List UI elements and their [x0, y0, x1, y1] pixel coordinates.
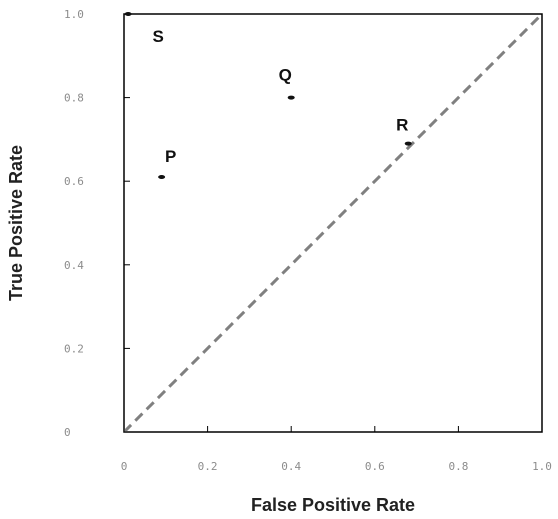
y-tick-label: 0.8 — [64, 92, 84, 105]
point-label-q: Q — [279, 66, 292, 85]
x-tick-label: 0.6 — [365, 460, 385, 473]
plot-frame — [123, 13, 543, 433]
point-label-p: P — [165, 147, 176, 166]
y-tick-label: 1.0 — [64, 8, 84, 21]
x-tick-label: 0.4 — [281, 460, 301, 473]
point-label-s: S — [153, 27, 164, 46]
y-tick-label: 0.2 — [64, 342, 84, 355]
x-axis-ticks: 0 0.2 0.4 0.6 0.8 1.0 — [121, 426, 552, 473]
point-label-r: R — [396, 116, 408, 135]
diagonal-reference-line — [122, 12, 544, 434]
y-axis-ticks: 0 0.2 0.4 0.6 0.8 1.0 — [64, 8, 130, 439]
y-axis-title: True Positive Rate — [6, 145, 26, 301]
data-point-p — [158, 175, 166, 180]
data-point-q — [287, 95, 295, 100]
y-tick-label: 0 — [64, 426, 71, 439]
y-tick-label: 0.4 — [64, 259, 84, 272]
x-tick-label: 0.8 — [448, 460, 468, 473]
x-axis-title: False Positive Rate — [251, 495, 415, 515]
y-tick-label: 0.6 — [64, 175, 84, 188]
data-points: P Q R S — [124, 12, 412, 180]
x-tick-label: 0.2 — [198, 460, 218, 473]
x-tick-label: 0 — [121, 460, 128, 473]
data-point-r — [404, 141, 412, 146]
x-tick-label: 1.0 — [532, 460, 552, 473]
data-point-s — [124, 12, 132, 16]
